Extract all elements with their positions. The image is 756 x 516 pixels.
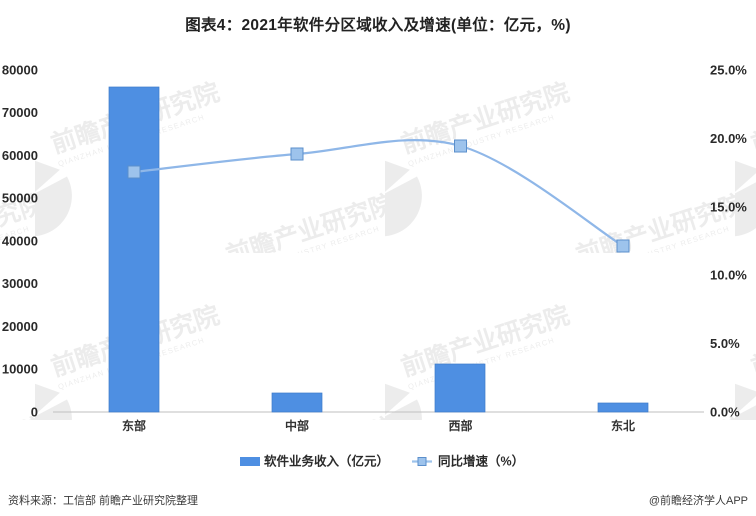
svg-text:5.0%: 5.0% bbox=[710, 336, 740, 351]
svg-text:中部: 中部 bbox=[285, 418, 309, 433]
svg-text:40000: 40000 bbox=[2, 234, 38, 249]
svg-text:软件业务收入（亿元）: 软件业务收入（亿元） bbox=[264, 454, 389, 469]
svg-text:70000: 70000 bbox=[2, 105, 38, 120]
svg-text:80000: 80000 bbox=[2, 63, 38, 78]
svg-text:0: 0 bbox=[31, 405, 38, 420]
svg-text:15.0%: 15.0% bbox=[710, 199, 747, 214]
svg-text:同比增速（%）: 同比增速（%） bbox=[438, 454, 524, 469]
svg-text:60000: 60000 bbox=[2, 148, 38, 163]
svg-text:0.0%: 0.0% bbox=[710, 405, 740, 420]
svg-text:50000: 50000 bbox=[2, 191, 38, 206]
svg-text:东部: 东部 bbox=[122, 418, 146, 433]
svg-text:10000: 10000 bbox=[2, 362, 38, 377]
svg-text:30000: 30000 bbox=[2, 276, 38, 291]
svg-text:10.0%: 10.0% bbox=[710, 268, 747, 283]
svg-text:东北: 东北 bbox=[611, 418, 635, 433]
svg-text:20000: 20000 bbox=[2, 319, 38, 334]
svg-text:25.0%: 25.0% bbox=[710, 63, 747, 78]
svg-text:20.0%: 20.0% bbox=[710, 131, 747, 146]
svg-text:西部: 西部 bbox=[448, 418, 472, 433]
